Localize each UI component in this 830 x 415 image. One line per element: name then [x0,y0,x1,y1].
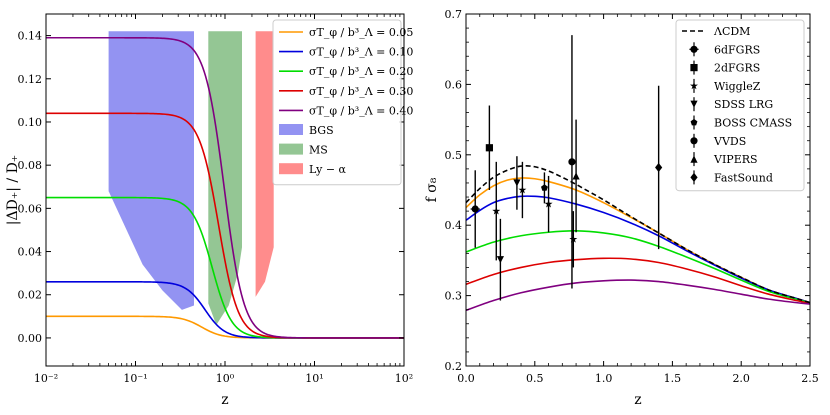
right-legend-label-3: SDSS LRG [714,98,773,111]
right-legend-marker-2 [690,81,698,90]
left-legend-swatch-2 [279,163,303,175]
left-panel: 10⁻² 10⁻¹ 10⁰ 10¹ 10² 0.00 0.02 0.04 0.06 0.08 0.1… [5,13,413,408]
left-ytick-label: 0.08 [18,159,43,172]
right-lcdm-line [466,165,810,304]
left-series-line-0 [46,315,404,339]
left-legend-swatch-1 [279,143,303,155]
left-xlabel: z [221,392,228,408]
left-legend-box [272,19,402,186]
left-legend-band-label-0: BGS [309,124,334,137]
right-ytick-label: 0.5 [445,149,463,162]
left-ytick-label: 0.06 [18,202,43,215]
left-legend-band-label-2: Ly − α [309,163,347,176]
left-legend-label-2: σT_φ / b³_Λ = 0.20 [309,65,413,78]
point-sdss-lrg-0 [496,256,504,264]
left-bands [108,31,274,326]
point-wigglez-0 [492,206,501,215]
right-xtick-label: 0.0 [457,372,475,385]
right-axes-frame [465,13,811,367]
right-legend-box [675,19,805,192]
right-ytick-label: 0.3 [445,290,463,303]
right-legend-label-4: BOSS CMASS [714,117,792,130]
right-legend-marker-7 [690,172,698,182]
left-legend-band-label-1: MS [309,144,328,157]
left-xtick-label: 10⁻² [34,372,58,385]
left-ytick-label: 0.10 [18,116,43,129]
right-xtick-label: 2.5 [801,372,819,385]
left-legend: σT_φ / b³_Λ = 0.05 σT_φ / b³_Λ = 0.10 σT_φ… [272,19,413,186]
right-legend-label-1: 2dFGRS [714,62,760,75]
point-sdss-lrg-1 [513,179,521,187]
left-xtick-label: 10⁰ [216,372,235,385]
left-xtick-label: 10¹ [305,372,323,385]
left-ylabel: |ΔD₊| / D₊ [5,155,21,225]
left-ticks: 10⁻² 10⁻¹ 10⁰ 10¹ 10² 0.00 0.02 0.04 0.06 0.08 0.1… [18,14,413,385]
right-legend-label-7: FastSound [714,171,773,184]
left-ytick-label: 0.04 [18,246,43,259]
left-series-line-4 [46,36,404,339]
left-legend-swatch-0 [279,124,303,135]
right-legend-marker-1 [690,64,698,72]
point-fastsound-0 [655,162,663,173]
band-ms [208,31,242,326]
right-ytick-label: 0.7 [445,8,463,21]
point-wigglez-2 [544,199,553,208]
left-lines [46,36,404,339]
left-xtick-label: 10⁻¹ [123,372,147,385]
point-wigglez-3 [569,235,578,243]
right-xtick-label: 1.5 [664,372,682,385]
right-legend-lcdm-label: ΛCDM [713,25,750,38]
right-legend-label-0: 6dFGRS [714,43,760,56]
right-points [470,35,663,301]
left-legend-label-1: σT_φ / b³_Λ = 0.10 [309,46,413,59]
point-6dfgrs-0 [470,205,480,213]
right-ylabel: f σ₈ [424,177,440,202]
left-legend-label-3: σT_φ / b³_Λ = 0.30 [309,85,413,98]
point-wigglez-1 [518,185,527,194]
left-ytick-label: 0.12 [18,73,43,86]
right-panel: 0.0 0.5 1.0 1.5 2.0 2.5 0.2 0.3 0.4 0.5 0.6 0.7 z f… [424,8,819,408]
left-xtick-label: 10² [395,372,413,385]
right-xtick-label: 0.5 [526,372,544,385]
left-legend-label-4: σT_φ / b³_Λ = 0.40 [309,104,413,117]
right-xlabel: z [634,392,641,408]
left-ytick-label: 0.02 [18,289,43,302]
right-legend-marker-0 [689,45,699,53]
right-legend-marker-6 [690,155,698,163]
point-vvds-0 [568,158,576,166]
right-legend-label-2: WiggleZ [714,80,761,93]
right-ticks: 0.0 0.5 1.0 1.5 2.0 2.5 0.2 0.3 0.4 0.5 0.6 0.7 [445,8,819,385]
right-xtick-label: 2.0 [732,372,750,385]
right-xtick-label: 1.0 [595,372,613,385]
right-lines [466,165,810,312]
point-vipers-0 [572,172,580,180]
right-ytick-label: 0.2 [445,360,463,373]
band-bgs [108,31,194,310]
right-model-line-2 [466,230,810,304]
band-ly- [255,31,274,297]
right-ytick-label: 0.4 [445,219,463,232]
right-model-line-3 [466,257,810,305]
right-legend-label-5: VVDS [713,135,746,148]
right-ytick-label: 0.6 [445,78,463,91]
right-model-line-4 [466,279,810,312]
right-legend-marker-4 [690,118,698,126]
point-2dfgrs-0 [485,144,493,152]
right-legend-label-6: VIPERS [713,153,758,166]
left-legend-label-0: σT_φ / b³_Λ = 0.05 [309,26,413,39]
right-legend-marker-5 [690,137,698,145]
right-legend-marker-3 [690,100,698,108]
left-ytick-label: 0.00 [18,332,43,345]
point-boss-cmass-0 [541,184,548,191]
left-ytick-label: 0.14 [18,30,43,43]
right-legend: ΛCDM 6dFGRS 2dFGRS WiggleZ SDSS LRG BOSS CMAS… [675,19,805,192]
